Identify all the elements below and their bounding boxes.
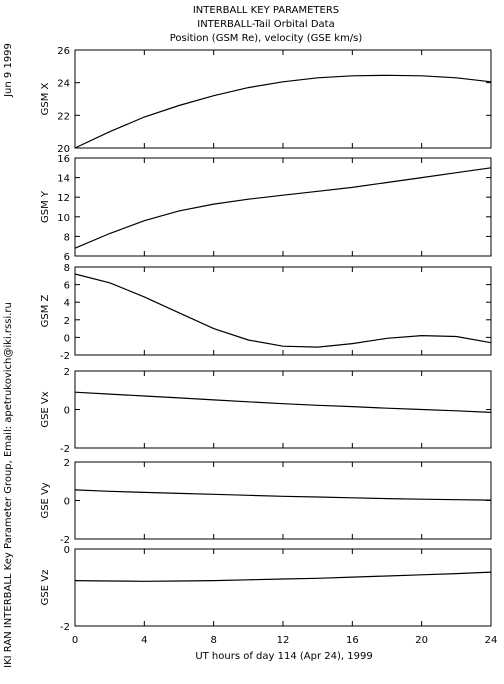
panel-6: -2 0 GSE Vz bbox=[40, 545, 492, 633]
panel-frame bbox=[74, 49, 492, 149]
y-tick-label: 16 bbox=[57, 154, 70, 165]
y-tick-label: 0 bbox=[64, 406, 70, 417]
panel-frame bbox=[74, 548, 492, 627]
y-tick-label: 4 bbox=[64, 298, 70, 309]
panel-frame bbox=[74, 266, 492, 356]
panel-5: -2 0 2 GSE Vy bbox=[40, 458, 492, 546]
y-axis-label: GSE Vy bbox=[40, 482, 51, 518]
panel-frame bbox=[74, 461, 492, 540]
y-tick-label: 20 bbox=[57, 144, 70, 155]
y-tick-label: 8 bbox=[64, 232, 70, 243]
y-tick-label: 0 bbox=[64, 333, 70, 344]
y-tick-label: -2 bbox=[60, 622, 70, 633]
y-tick-label: 2 bbox=[64, 316, 70, 327]
x-tick-label: 4 bbox=[141, 635, 147, 646]
y-axis-label: GSM X bbox=[40, 82, 51, 115]
y-tick-label: 26 bbox=[57, 46, 70, 57]
x-tick-label: 24 bbox=[485, 635, 498, 646]
y-tick-label: 2 bbox=[64, 367, 70, 378]
y-axis-label: GSE Vz bbox=[40, 570, 51, 606]
title-line-3: Position (GSM Re), velocity (GSE km/s) bbox=[170, 33, 363, 44]
panel-2: 6 8 10 12 14 16 GSM Y bbox=[40, 154, 492, 263]
y-tick-label: 22 bbox=[57, 111, 70, 122]
series-line bbox=[74, 391, 492, 413]
x-tick-labels: 0 4 8 12 16 20 24 bbox=[72, 635, 498, 646]
y-tick-label: -2 bbox=[60, 535, 70, 546]
x-tick-label: 12 bbox=[277, 635, 290, 646]
y-axis-label: GSM Y bbox=[40, 190, 51, 223]
title-line-1: INTERBALL KEY PARAMETERS bbox=[193, 5, 339, 16]
series-line bbox=[74, 571, 492, 582]
panel-3: -2 0 2 4 6 8 GSM Z bbox=[40, 263, 492, 362]
y-tick-label: -2 bbox=[60, 351, 70, 362]
panel-1: 20 22 24 26 GSM X bbox=[40, 46, 492, 155]
y-tick-label: -2 bbox=[60, 444, 70, 455]
x-axis-label: UT hours of day 114 (Apr 24), 1999 bbox=[195, 651, 372, 662]
panel-frame bbox=[74, 157, 492, 257]
series-line bbox=[74, 489, 492, 501]
panel-4: -2 0 2 GSE Vx bbox=[40, 367, 492, 455]
credit-label: IKI RAN INTERBALL Key Parameter Group, E… bbox=[3, 302, 14, 668]
title-line-2: INTERBALL-Tail Orbital Data bbox=[197, 19, 334, 30]
y-tick-label: 8 bbox=[64, 263, 70, 274]
y-tick-label: 12 bbox=[57, 193, 70, 204]
x-tick-label: 16 bbox=[346, 635, 359, 646]
date-label: Jun 9 1999 bbox=[3, 43, 14, 98]
series-line bbox=[74, 167, 492, 249]
series-line bbox=[74, 74, 492, 149]
y-tick-label: 24 bbox=[57, 79, 70, 90]
y-tick-label: 6 bbox=[64, 281, 70, 292]
y-tick-label: 0 bbox=[64, 545, 70, 556]
x-tick-label: 8 bbox=[210, 635, 216, 646]
x-tick-label: 20 bbox=[415, 635, 428, 646]
series-line bbox=[74, 273, 492, 348]
y-axis-label: GSE Vx bbox=[40, 391, 51, 427]
y-tick-label: 0 bbox=[64, 497, 70, 508]
y-tick-label: 14 bbox=[57, 174, 70, 185]
y-axis-label: GSM Z bbox=[40, 294, 51, 327]
y-tick-label: 2 bbox=[64, 458, 70, 469]
y-tick-label: 10 bbox=[57, 213, 70, 224]
x-tick-label: 0 bbox=[72, 635, 78, 646]
y-tick-label: 6 bbox=[64, 252, 70, 263]
